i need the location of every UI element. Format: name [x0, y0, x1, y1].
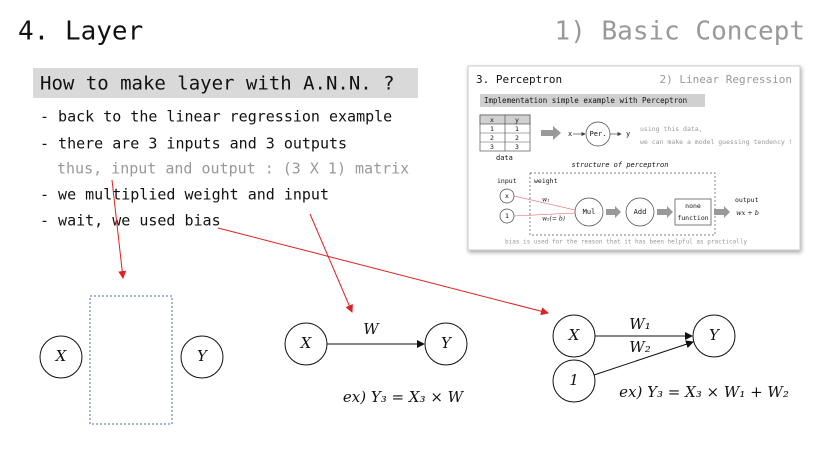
node [424, 322, 468, 366]
caption: data [496, 154, 513, 162]
weight: w₁ [542, 197, 550, 204]
cell: 2 [490, 134, 494, 142]
subtitle-box [33, 68, 418, 98]
weight: w₂(= b) [542, 216, 566, 223]
label: input [497, 177, 517, 185]
inset: 3. Perceptron 2) Linear Regression Imple… [467, 65, 801, 251]
formula: ex) Y₃ = X₃ × W [343, 388, 465, 406]
bullet: - there are 3 inputs and 3 outputs [40, 135, 347, 153]
footer: bias is used for the reason that it has … [505, 239, 747, 246]
title: 4. Layer [18, 17, 143, 47]
formula: ex) Y₃ = X₃ × W₁ + W₂ [619, 383, 789, 401]
cell: 3 [515, 143, 519, 151]
node [39, 335, 83, 379]
section: 1) Basic Concept [555, 17, 805, 47]
flow-output: y [626, 130, 630, 138]
pointer [217, 227, 549, 316]
cell: x [490, 116, 494, 124]
bullet: thus, input and output : (3 X 1) matrix [57, 160, 409, 178]
cell: 2 [515, 134, 519, 142]
node-label: X [55, 347, 68, 365]
note: using this data, [640, 125, 703, 133]
node-label: 1 [569, 371, 579, 389]
node-label: X [300, 334, 313, 352]
edge-label: W₁ [629, 315, 650, 333]
edge-label: W₂ [629, 338, 650, 356]
node [692, 314, 736, 358]
inset-section: 2) Linear Regression [660, 73, 792, 86]
structure-title: structure of perceptron [572, 161, 669, 169]
node [552, 359, 596, 403]
input-node: 1 [505, 212, 509, 220]
inset-banner: Implementation simple example with Perce… [484, 96, 687, 105]
pointer [309, 213, 353, 313]
node-label: Y [197, 347, 209, 365]
cell: 1 [490, 125, 494, 133]
bullet: - we multiplied weight and input [40, 186, 329, 204]
op: Add [634, 208, 647, 216]
edge [593, 340, 694, 376]
label: weight [534, 177, 558, 185]
input-node: x [505, 192, 509, 200]
activation: function [677, 214, 708, 222]
cell: y [515, 116, 519, 124]
pointer [111, 179, 127, 279]
edge-label: W [363, 320, 380, 338]
cell: 1 [515, 125, 519, 133]
node [180, 335, 224, 379]
label: output [735, 196, 759, 204]
bullet: - wait, we used bias [40, 212, 221, 230]
layer-box [89, 295, 173, 425]
activation: none [685, 202, 701, 210]
inset-title: 3. Perceptron [476, 73, 562, 86]
node-label: X [568, 326, 581, 344]
bullet: - back to the linear regression example [40, 108, 392, 126]
node-label: Y [441, 334, 453, 352]
output: wx + b [736, 209, 759, 217]
flow-input: x [568, 130, 572, 138]
subtitle: How to make layer with A.N.N. ? [40, 73, 395, 95]
cell: 3 [490, 143, 494, 151]
flow-node: Per. [590, 130, 607, 138]
note: we can make a model guessing tendency ! [640, 138, 793, 146]
op: Mul [583, 208, 596, 216]
node-label: Y [709, 326, 721, 344]
